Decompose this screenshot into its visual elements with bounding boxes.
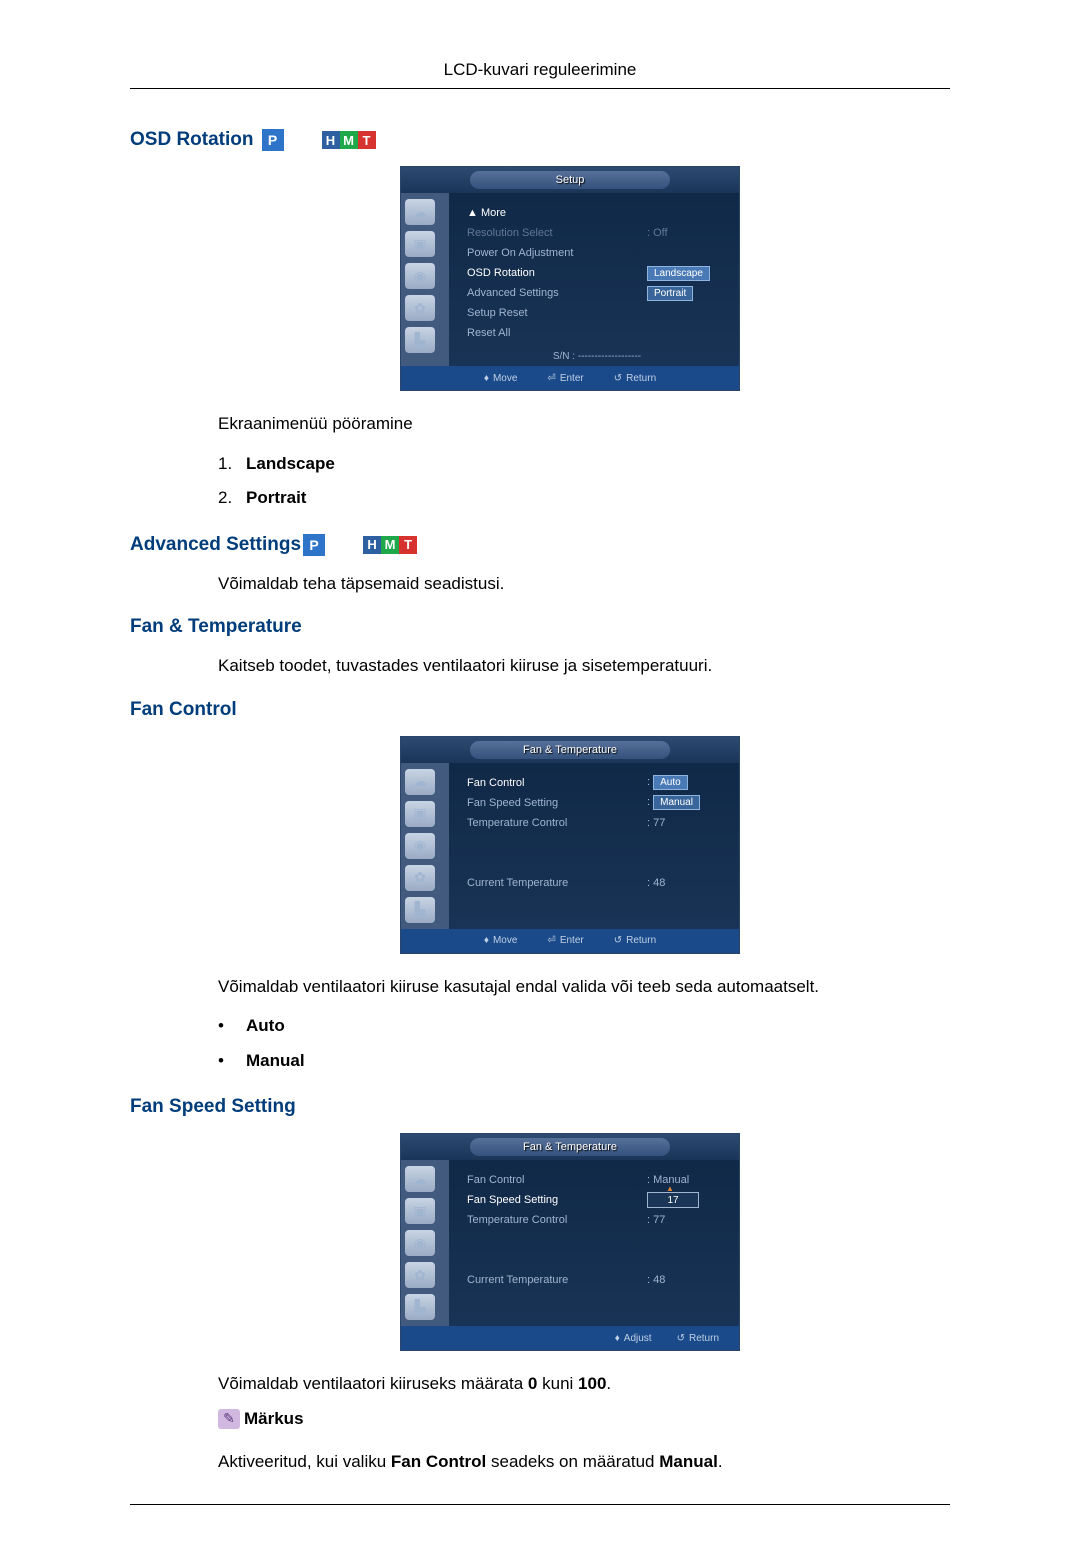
osd-setup-panel: Setup ☁ ▣ ◉ ✿ ▙ ▲ More Resolution Select… [400, 166, 740, 391]
hmt-icon: H M T [363, 536, 417, 554]
footer-rule [130, 1504, 950, 1505]
multi-icon: ▙ [405, 1294, 435, 1320]
page-header: LCD-kuvari reguleerimine [130, 60, 950, 89]
osd-titlebar: Fan & Temperature [401, 1134, 739, 1160]
p-icon: P [262, 129, 284, 151]
multi-icon: ▙ [405, 897, 435, 923]
list-item: 2.Portrait [218, 483, 950, 514]
current-temp-value: : 48 [647, 877, 727, 889]
note-icon: ✎ [218, 1409, 240, 1429]
osd-power-on: Power On Adjustment [467, 247, 727, 259]
fan-speed-slider: 17 [647, 1192, 699, 1208]
multi-icon: ▙ [405, 327, 435, 353]
osd-adv-settings: Advanced Settings [467, 287, 647, 299]
osd-fan-control-panel: Fan & Temperature ☁ ▣ ◉ ✿ ▙ Fan Control:… [400, 736, 740, 954]
osd-more: ▲ More [467, 207, 727, 219]
section-fan-temp-title: Fan & Temperature [130, 616, 950, 638]
adjust-icon: ▣ [405, 231, 435, 257]
list-item: 1.Landscape [218, 449, 950, 480]
advanced-label: Advanced Settings [130, 534, 301, 556]
osd-setup-reset: Setup Reset [467, 307, 727, 319]
setup-icon: ✿ [405, 1262, 435, 1288]
t-letter-icon: T [358, 131, 376, 149]
fan-speed-desc: Võimaldab ventilaatori kiiruseks määrata… [218, 1371, 950, 1397]
osd-panel-title: Setup [470, 171, 670, 189]
setup-icon: ✿ [405, 295, 435, 321]
h-letter-icon: H [363, 536, 381, 554]
list-item: •Manual [218, 1046, 950, 1077]
osd-res-value: : Off [647, 227, 727, 239]
current-temp-label: Current Temperature [467, 877, 647, 889]
current-temp-value: : 48 [647, 1274, 727, 1286]
fan-control-row: Fan Control [467, 777, 647, 789]
note: ✎Märkus [218, 1409, 950, 1429]
current-temp-label: Current Temperature [467, 1274, 647, 1286]
fan-temp-desc: Kaitseb toodet, tuvastades ventilaatori … [218, 653, 950, 679]
osd-serial: S/N : ------------------- [467, 351, 727, 362]
advanced-desc: Võimaldab teha täpsemaid seadistusi. [218, 571, 950, 597]
osd-rotation-desc: Ekraanimenüü pööramine [218, 411, 950, 437]
temp-control-value: : 77 [647, 1214, 727, 1226]
osd-reset-all: Reset All [467, 327, 727, 339]
temp-control-row: Temperature Control [467, 1214, 647, 1226]
footer-return: ↺ Return [614, 373, 656, 384]
osd-footer: ♦ Move ⏎ Enter ↺ Return [401, 366, 739, 390]
osd-fan-speed-panel: Fan & Temperature ☁ ▣ ◉ ✿ ▙ Fan Control:… [400, 1133, 740, 1351]
temp-control-value: : 77 [647, 817, 727, 829]
footer-enter: ⏎ Enter [547, 373, 583, 384]
picture-icon: ☁ [405, 1166, 435, 1192]
h-letter-icon: H [322, 131, 340, 149]
setup-icon: ✿ [405, 865, 435, 891]
fan-control-value: : Manual [647, 1174, 727, 1186]
timer-icon: ◉ [405, 263, 435, 289]
osd-sidebar: ☁ ▣ ◉ ✿ ▙ [401, 193, 449, 366]
picture-icon: ☁ [405, 199, 435, 225]
footer-enter: ⏎ Enter [547, 935, 583, 946]
osd-portrait-option: Portrait [647, 286, 693, 301]
footer-move: ♦ Move [484, 373, 518, 384]
footer-return: ↺ Return [677, 1333, 719, 1344]
footer-return: ↺ Return [614, 935, 656, 946]
section-fan-control-title: Fan Control [130, 699, 950, 721]
temp-control-row: Temperature Control [467, 817, 647, 829]
osd-sidebar: ☁ ▣ ◉ ✿ ▙ [401, 1160, 449, 1326]
footer-move: ♦ Move [484, 935, 518, 946]
section-fan-speed-title: Fan Speed Setting [130, 1096, 950, 1118]
fan-control-row: Fan Control [467, 1174, 647, 1186]
section-osd-rotation-title: OSD Rotation P H M T [130, 129, 950, 151]
m-letter-icon: M [340, 131, 358, 149]
note-label: Märkus [244, 1409, 304, 1429]
osd-landscape-option: Landscape [647, 266, 710, 281]
osd-footer: ♦ Adjust ↺ Return [401, 1326, 739, 1350]
section-advanced-title: Advanced SettingsP H M T [130, 534, 950, 556]
fan-control-desc: Võimaldab ventilaatori kiiruse kasutajal… [218, 974, 950, 1000]
picture-icon: ☁ [405, 769, 435, 795]
adjust-icon: ▣ [405, 1198, 435, 1224]
osd-panel-title: Fan & Temperature [470, 1138, 670, 1156]
osd-rotation-label: OSD Rotation [130, 129, 254, 151]
hmt-icon: H M T [322, 131, 376, 149]
fan-speed-row: Fan Speed Setting [467, 797, 647, 809]
osd-footer: ♦ Move ⏎ Enter ↺ Return [401, 929, 739, 953]
fan-manual-option: Manual [653, 795, 700, 810]
m-letter-icon: M [381, 536, 399, 554]
timer-icon: ◉ [405, 1230, 435, 1256]
osd-sidebar: ☁ ▣ ◉ ✿ ▙ [401, 763, 449, 929]
list-item: •Auto [218, 1011, 950, 1042]
fan-speed-activated: Aktiveeritud, kui valiku Fan Control sea… [218, 1449, 950, 1475]
footer-adjust: ♦ Adjust [615, 1333, 652, 1344]
adjust-icon: ▣ [405, 801, 435, 827]
osd-panel-title: Fan & Temperature [470, 741, 670, 759]
osd-titlebar: Setup [401, 167, 739, 193]
osd-titlebar: Fan & Temperature [401, 737, 739, 763]
fan-auto-option: Auto [653, 775, 688, 790]
osd-res-select: Resolution Select [467, 227, 647, 239]
osd-rotation-row: OSD Rotation [467, 267, 647, 279]
p-icon: P [303, 534, 325, 556]
timer-icon: ◉ [405, 833, 435, 859]
t-letter-icon: T [399, 536, 417, 554]
fan-speed-row: Fan Speed Setting [467, 1194, 647, 1206]
